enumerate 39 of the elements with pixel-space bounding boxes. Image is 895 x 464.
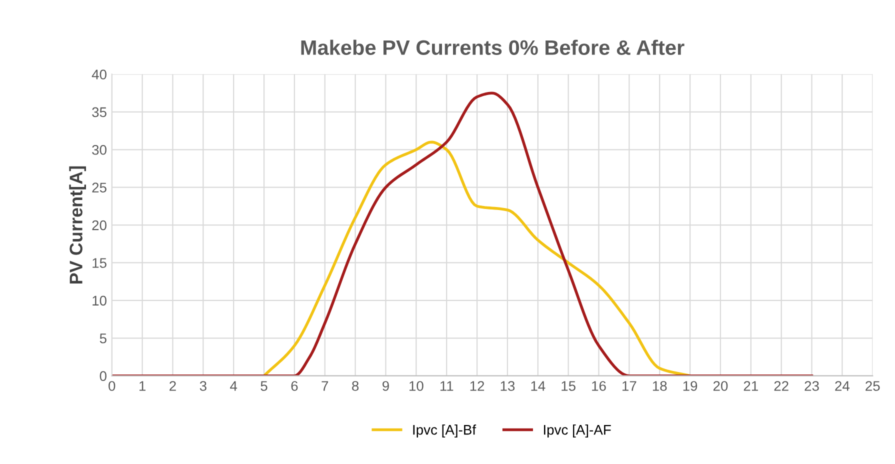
- x-tick-label: 9: [382, 381, 389, 391]
- x-tick-label: 14: [531, 381, 546, 391]
- y-tick-label: 20: [92, 220, 106, 230]
- x-tick-label: 12: [470, 381, 484, 391]
- x-tick-label: 16: [592, 381, 606, 391]
- x-tick-label: 21: [744, 381, 758, 391]
- y-tick-label: 25: [92, 182, 106, 193]
- x-tick-label: 2: [170, 381, 176, 391]
- y-tick-label: 15: [92, 258, 106, 268]
- x-tick-label: 15: [562, 381, 576, 391]
- x-tick-label: 1: [140, 381, 146, 391]
- x-tick-label: 0: [108, 381, 116, 391]
- x-tick-label: 25: [866, 381, 880, 391]
- y-tick-label: 35: [92, 107, 106, 118]
- x-tick-label: 5: [260, 381, 268, 391]
- x-tick-label: 6: [291, 381, 298, 391]
- x-tick-label: 20: [713, 381, 728, 391]
- x-tick-label: 10: [410, 381, 424, 391]
- y-tick-label: 0: [100, 371, 106, 382]
- x-tick-label: 7: [322, 381, 328, 391]
- x-tick-label: 23: [804, 381, 819, 391]
- x-tick-label: 3: [200, 381, 206, 391]
- x-tick-label: 4: [230, 381, 238, 391]
- x-tick-label: 11: [440, 381, 454, 391]
- x-tick-label: 18: [652, 381, 667, 391]
- legend-label: Ipvc [A]-AF: [544, 424, 611, 438]
- y-tick-label: 30: [92, 144, 106, 155]
- y-tick-label: 10: [92, 296, 106, 306]
- x-tick-label: 24: [835, 381, 850, 391]
- x-tick-label: 17: [622, 381, 636, 391]
- y-tick-label: 40: [92, 70, 106, 80]
- x-tick-label: 22: [774, 381, 788, 391]
- legend-label: Ipvc [A]-Bf: [413, 424, 476, 438]
- x-tick-label: 13: [500, 381, 515, 391]
- x-tick-label: 19: [683, 381, 698, 391]
- y-axis-title: PV Current[A]: [69, 166, 86, 284]
- x-tick-label: 8: [352, 381, 359, 391]
- y-tick-label: 5: [100, 334, 106, 344]
- chart-title: Makebe PV Currents 0% Before & After: [301, 40, 684, 55]
